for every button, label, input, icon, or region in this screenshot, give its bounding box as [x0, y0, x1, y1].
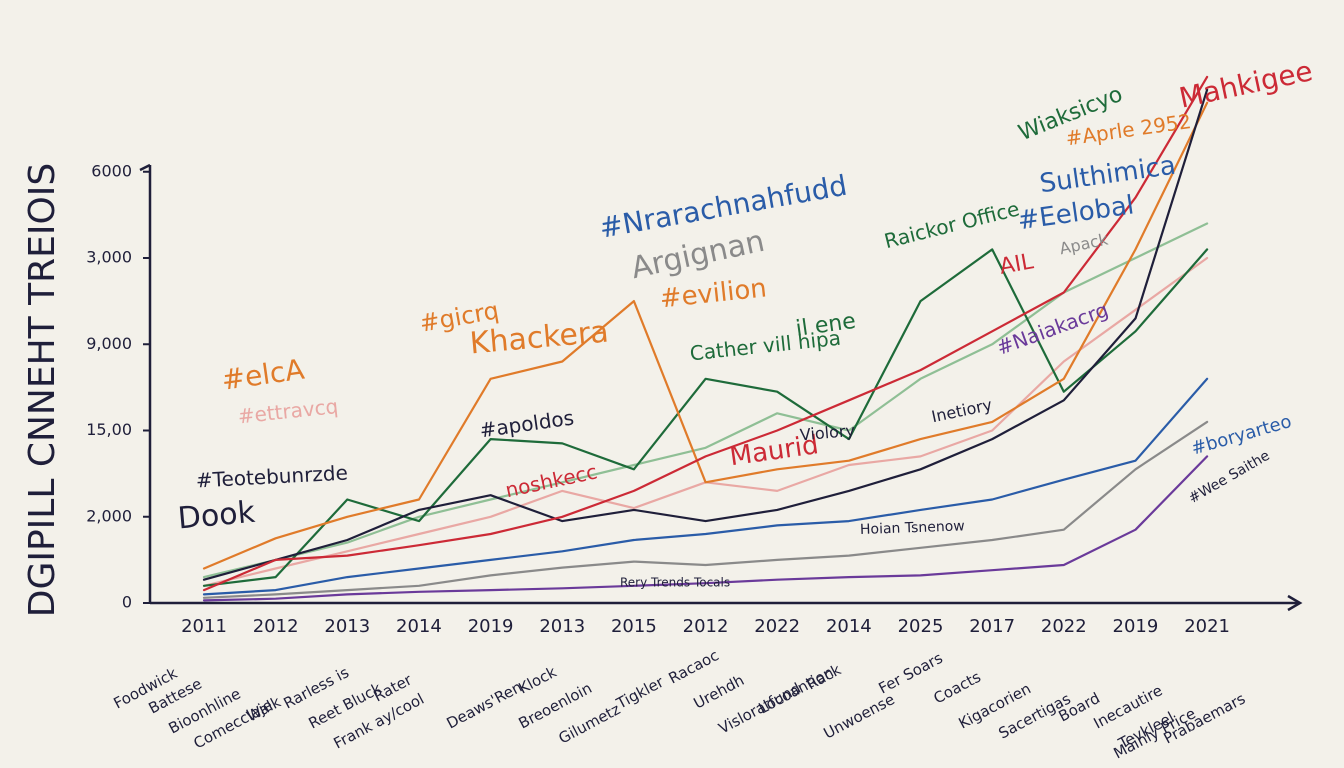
annotation: Hoian Tsnenow	[860, 518, 965, 538]
annotation: Dook	[176, 495, 257, 537]
annotation: Apack	[1058, 229, 1111, 258]
x-tick-label: 2025	[898, 616, 944, 637]
x-tick-label: 2022	[754, 616, 800, 637]
annotation: #ettravcq	[237, 394, 340, 428]
series-line	[202, 455, 1209, 602]
annotation: #boryarteo	[1189, 411, 1294, 460]
x-tick-label: 2022	[1041, 616, 1087, 637]
series-line	[202, 222, 1209, 579]
annotation: AIL	[998, 249, 1036, 280]
x-tick-label: 2013	[324, 616, 370, 637]
annotation: Inetiory	[930, 395, 994, 426]
annotation: #elcA	[219, 353, 306, 397]
bottom-label: Urehdh	[691, 671, 748, 713]
annotation: Sulthimica	[1038, 151, 1178, 200]
x-tick-label: 2012	[253, 616, 299, 637]
bottom-label: Racaoc	[666, 646, 722, 687]
y-axis-tick	[139, 163, 151, 172]
y-tick-label: 3,000	[86, 248, 132, 267]
x-tick-label: 2019	[1113, 616, 1159, 637]
bottom-label: Deaws'Ren	[444, 678, 525, 733]
x-tick-label: 2011	[181, 616, 227, 637]
x-tick-label: 2021	[1184, 616, 1230, 637]
series-line	[202, 377, 1209, 596]
series-line	[202, 101, 1209, 570]
chart-title: DGIPILL CNNEHT TREIOIS	[22, 163, 63, 618]
annotation: #Naiakacrg	[993, 297, 1111, 360]
x-tick-label: 2019	[468, 616, 514, 637]
annotation: #evilion	[658, 273, 768, 314]
bottom-label: Tigkler	[613, 672, 668, 713]
x-tick-label: 2013	[539, 616, 585, 637]
annotation: Violory	[799, 421, 856, 445]
x-axis-arrow	[1287, 594, 1303, 612]
y-tick-label: 15,00	[86, 420, 132, 439]
series-line	[202, 75, 1209, 592]
series-line	[202, 248, 1209, 587]
y-tick-label: 2,000	[86, 506, 132, 525]
x-tick-label: 2012	[683, 616, 729, 637]
annotation: Raickor Office	[882, 196, 1022, 253]
bottom-label: Klock	[516, 663, 560, 698]
y-tick-label: 6000	[91, 161, 132, 180]
x-tick-label: 2015	[611, 616, 657, 637]
x-tick-label: 2017	[969, 616, 1015, 637]
series-line	[202, 420, 1209, 599]
bottom-label: Unwoense	[821, 690, 898, 742]
y-tick-label: 0	[122, 593, 132, 612]
y-tick-label: 9,000	[86, 334, 132, 353]
annotation: Rery Trends Tocals	[620, 576, 730, 590]
annotation: #apoldos	[478, 405, 575, 442]
x-tick-label: 2014	[396, 616, 442, 637]
bottom-label: Coacts	[931, 668, 984, 708]
x-tick-label: 2014	[826, 616, 872, 637]
annotation: #Teotebunrzde	[195, 461, 348, 493]
series-line	[202, 88, 1209, 581]
annotation: #Eelobal	[1016, 190, 1136, 236]
annotation: Mahkigee	[1176, 54, 1315, 114]
annotation: il ene	[794, 309, 857, 342]
